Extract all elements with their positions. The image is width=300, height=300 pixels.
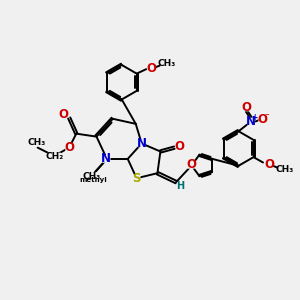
Text: +: + (251, 113, 258, 122)
FancyBboxPatch shape (148, 64, 155, 72)
Text: CH₂: CH₂ (45, 152, 63, 161)
FancyBboxPatch shape (160, 59, 173, 67)
FancyBboxPatch shape (265, 161, 273, 168)
Text: O: O (59, 108, 69, 121)
Text: N: N (101, 152, 111, 165)
FancyBboxPatch shape (102, 155, 110, 163)
FancyBboxPatch shape (65, 144, 73, 152)
Text: O: O (175, 140, 185, 153)
FancyBboxPatch shape (60, 110, 68, 118)
Text: O: O (147, 62, 157, 75)
FancyBboxPatch shape (176, 142, 184, 150)
Text: ⁻: ⁻ (264, 112, 269, 122)
Text: O: O (257, 113, 267, 127)
Text: S: S (132, 172, 141, 185)
FancyBboxPatch shape (243, 103, 250, 111)
Text: O: O (64, 141, 74, 154)
FancyBboxPatch shape (278, 166, 291, 173)
Text: CH₃: CH₃ (158, 59, 176, 68)
FancyBboxPatch shape (133, 175, 140, 183)
Text: CH₃: CH₃ (28, 138, 46, 147)
FancyBboxPatch shape (247, 118, 255, 125)
FancyBboxPatch shape (187, 161, 195, 169)
FancyBboxPatch shape (177, 182, 184, 189)
Text: O: O (242, 101, 252, 114)
Text: methyl: methyl (79, 177, 107, 183)
Text: CH₃: CH₃ (82, 172, 100, 181)
FancyBboxPatch shape (87, 177, 99, 184)
FancyBboxPatch shape (259, 116, 266, 124)
Text: H: H (177, 181, 185, 191)
FancyBboxPatch shape (31, 138, 43, 146)
Text: N: N (246, 115, 256, 128)
Text: CH₃: CH₃ (276, 165, 294, 174)
Text: O: O (264, 158, 274, 171)
FancyBboxPatch shape (86, 172, 97, 180)
FancyBboxPatch shape (137, 140, 146, 147)
Text: O: O (186, 158, 196, 171)
FancyBboxPatch shape (47, 153, 61, 160)
Text: N: N (137, 137, 147, 150)
